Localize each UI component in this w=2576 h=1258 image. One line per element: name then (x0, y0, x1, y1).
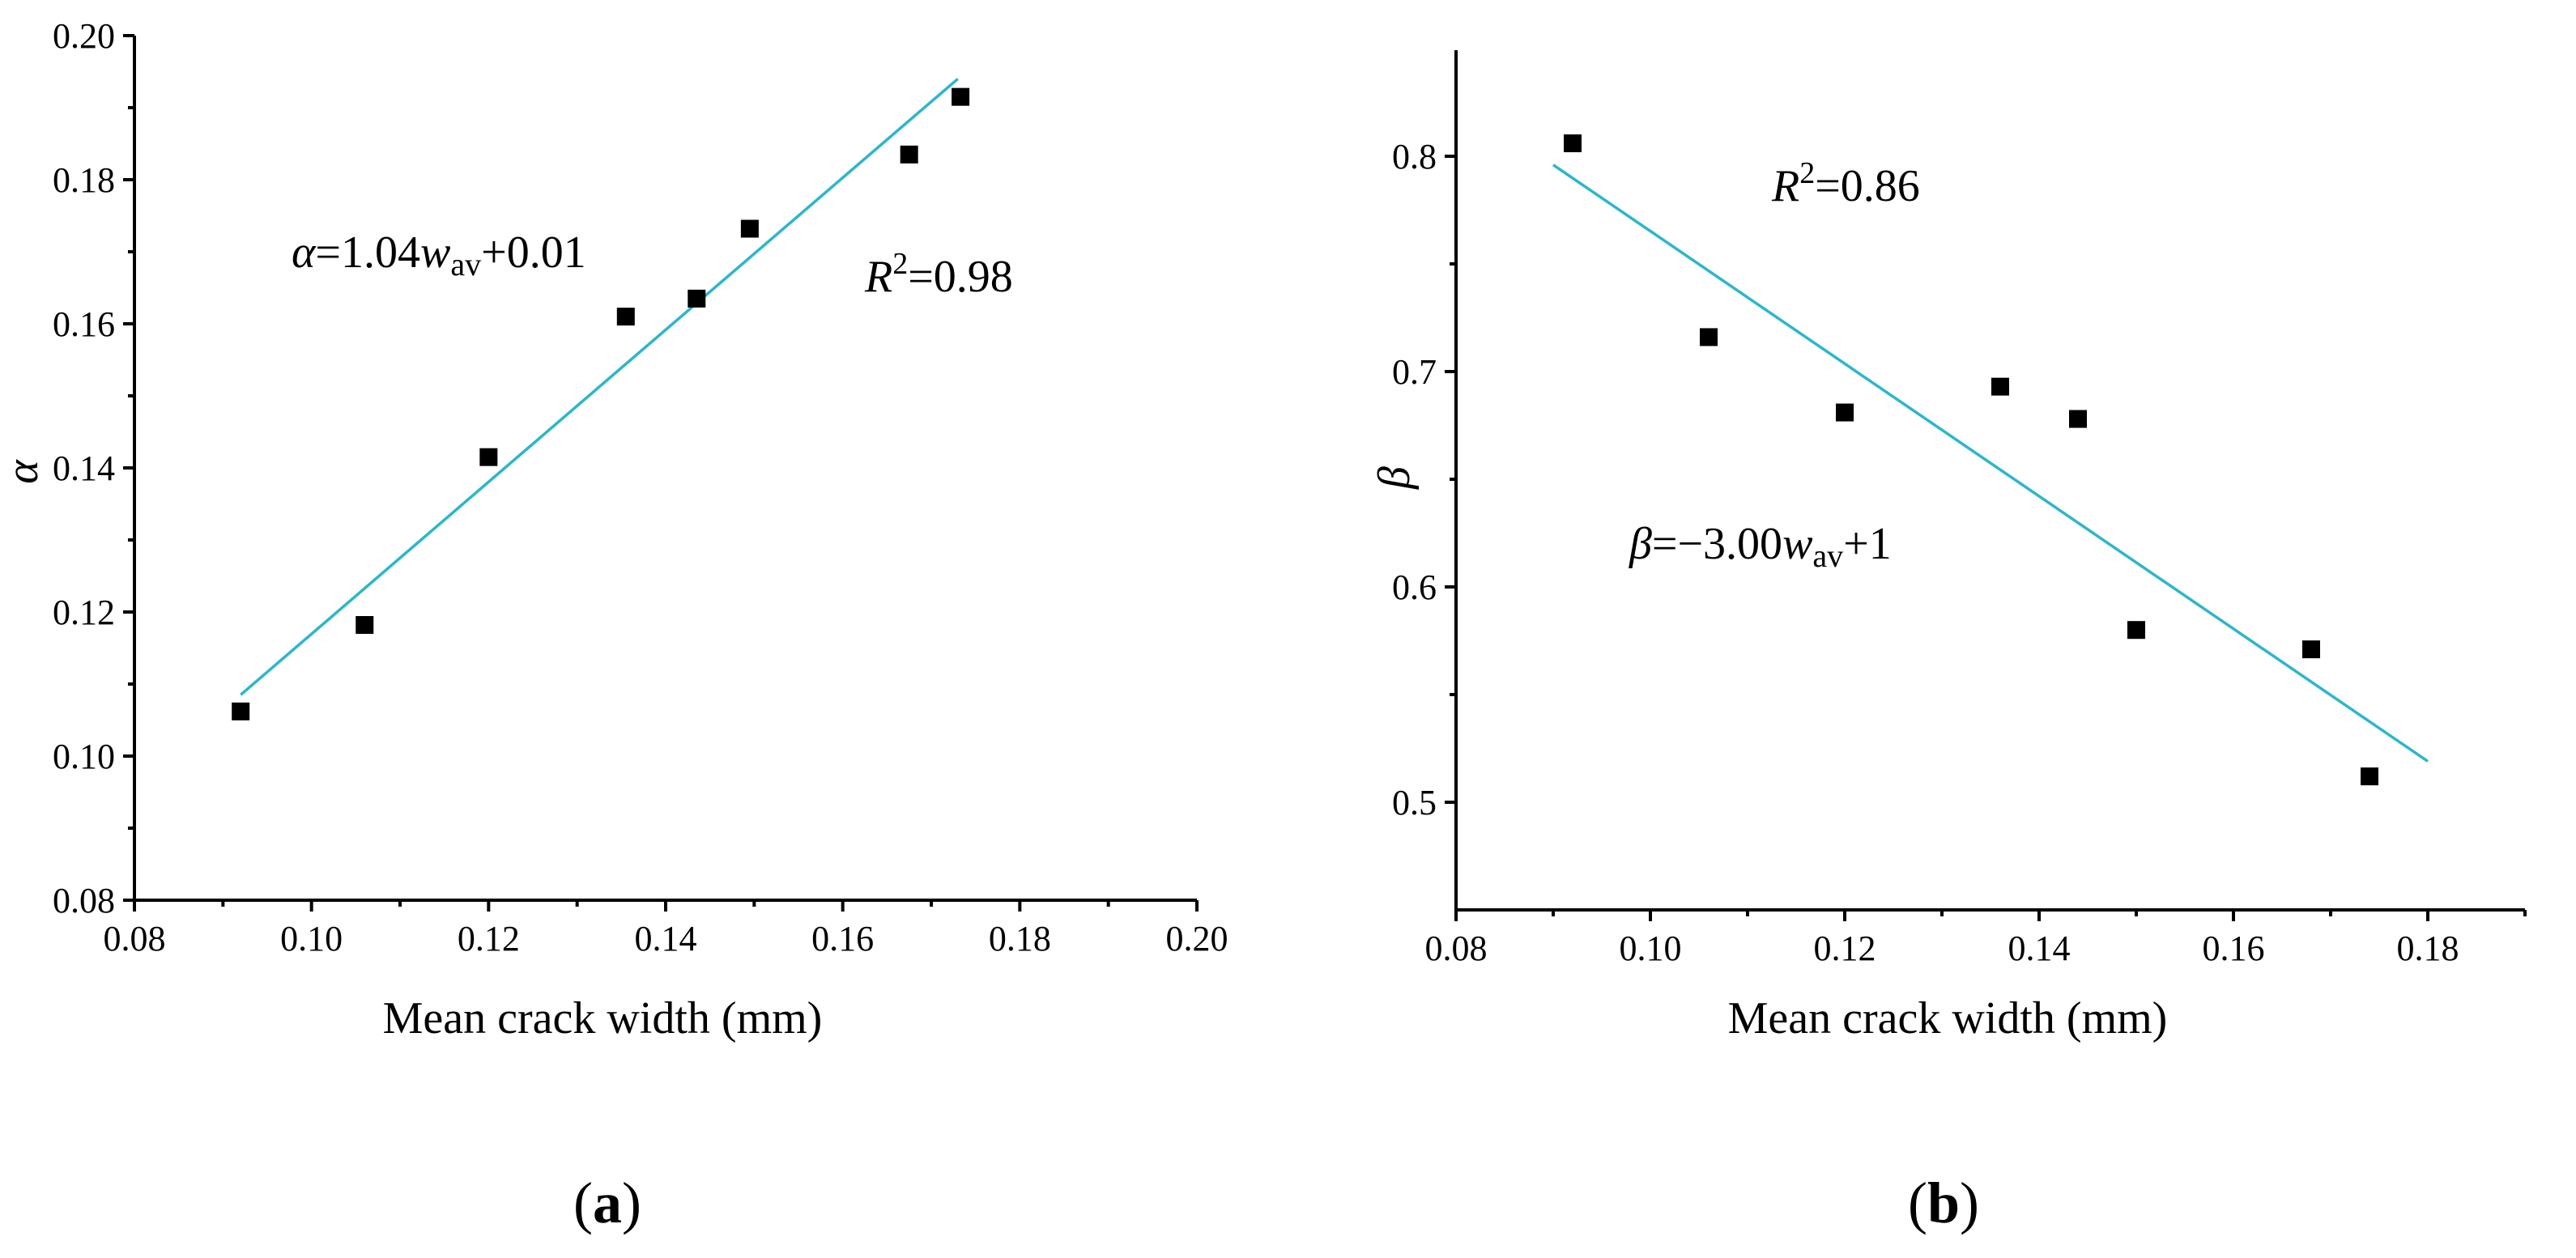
panel-b-y-tick-label: 0.5 (1392, 783, 1437, 822)
panel-b-x-tick-label: 0.14 (2008, 929, 2071, 968)
panel-b-fit-line (1552, 164, 2429, 763)
panel-b-points (1564, 134, 2378, 786)
panel-a-x-tick-label: 0.18 (989, 919, 1051, 958)
panel-a: 0.08 0.10 0.12 0.14 0.16 0.18 0.20 0.08 0.10 0.12… (0, 16, 1228, 1235)
panel-b-x-tick-label: 0.08 (1425, 929, 1488, 968)
panel-b-data-point (1991, 377, 2009, 396)
panel-a-x-tick-label: 0.10 (280, 919, 343, 958)
panel-a-data-point (688, 289, 706, 308)
panel-b-y-tick-label: 0.6 (1392, 567, 1437, 607)
panel-a-y-tick-label: 0.18 (53, 160, 115, 200)
panel-a-x-tick-label: 0.16 (811, 919, 874, 958)
panel-b-data-point (1836, 403, 1854, 422)
panel-b-x-tick-label: 0.10 (1620, 929, 1682, 968)
panel-b-data-point (2361, 767, 2378, 786)
panel-a-y-tick-label: 0.14 (53, 448, 115, 488)
panel-a-r-squared: R2=0.98 (864, 247, 1013, 302)
panel-a-y-tick-label: 0.12 (53, 593, 115, 632)
panel-b-label: (b) (1908, 1171, 1979, 1235)
panel-a-x-axis-title: Mean crack width (mm) (383, 993, 823, 1043)
panel-b-data-point (2127, 621, 2145, 640)
panel-b-data-point (1564, 134, 1582, 153)
panel-b-axes: 0.08 0.10 0.12 0.14 0.16 0.18 0.5 0.6 0.7 0.8 (1392, 50, 2527, 968)
panel-b-data-point (2069, 410, 2087, 428)
panel-a-data-point (479, 448, 498, 466)
panel-a-x-tick-label: 0.14 (635, 919, 697, 958)
panel-a-axes: 0.08 0.10 0.12 0.14 0.16 0.18 0.20 0.08 0.10 0.12… (53, 16, 1228, 958)
panel-a-y-tick-label: 0.16 (53, 304, 115, 344)
panel-b-x-tick-label: 0.12 (1814, 929, 1876, 968)
panel-b-equation: β=−3.00wav+1 (1629, 519, 1892, 574)
panel-b-x-tick-label: 0.16 (2203, 929, 2265, 968)
panel-a-data-point (616, 308, 635, 326)
panel-b-x-axis-title: Mean crack width (mm) (1728, 993, 2168, 1043)
panel-a-x-tick-label: 0.12 (458, 919, 520, 958)
panel-a-data-point (952, 87, 970, 106)
panel-a-x-tick-label: 0.08 (104, 919, 166, 958)
panel-a-points (232, 87, 970, 720)
panel-a-x-tick-label: 0.20 (1166, 919, 1228, 958)
panel-a-fit-line (240, 78, 959, 696)
panel-a-y-tick-label: 0.08 (53, 881, 115, 920)
panel-b-y-tick-label: 0.8 (1392, 137, 1437, 176)
panel-b-data-point (2302, 640, 2320, 659)
panel-a-data-point (356, 616, 374, 635)
panel-a-equation: α=1.04wav+0.01 (292, 227, 586, 283)
panel-a-fit-layer (240, 78, 959, 696)
panel-a-y-tick-label: 0.20 (53, 16, 115, 56)
panel-a-data-point (232, 702, 250, 720)
panel-a-y-axis-title: α (0, 459, 48, 484)
panel-b-r-squared: R2=0.86 (1771, 156, 1920, 211)
panel-b-y-axis-title: β (1369, 466, 1420, 490)
panel-b-x-tick-label: 0.18 (2397, 929, 2459, 968)
panel-a-label: (a) (573, 1171, 641, 1235)
panel-a-y-tick-label: 0.10 (53, 737, 115, 776)
panel-a-data-point (900, 145, 918, 164)
panel-a-data-point (740, 219, 759, 238)
panel-b-data-point (1700, 328, 1718, 346)
panel-b: 0.08 0.10 0.12 0.14 0.16 0.18 0.5 0.6 0.7 0.8 Mea… (1369, 50, 2527, 1235)
panel-b-fit-layer (1552, 164, 2429, 763)
panel-b-y-tick-label: 0.7 (1392, 352, 1437, 392)
